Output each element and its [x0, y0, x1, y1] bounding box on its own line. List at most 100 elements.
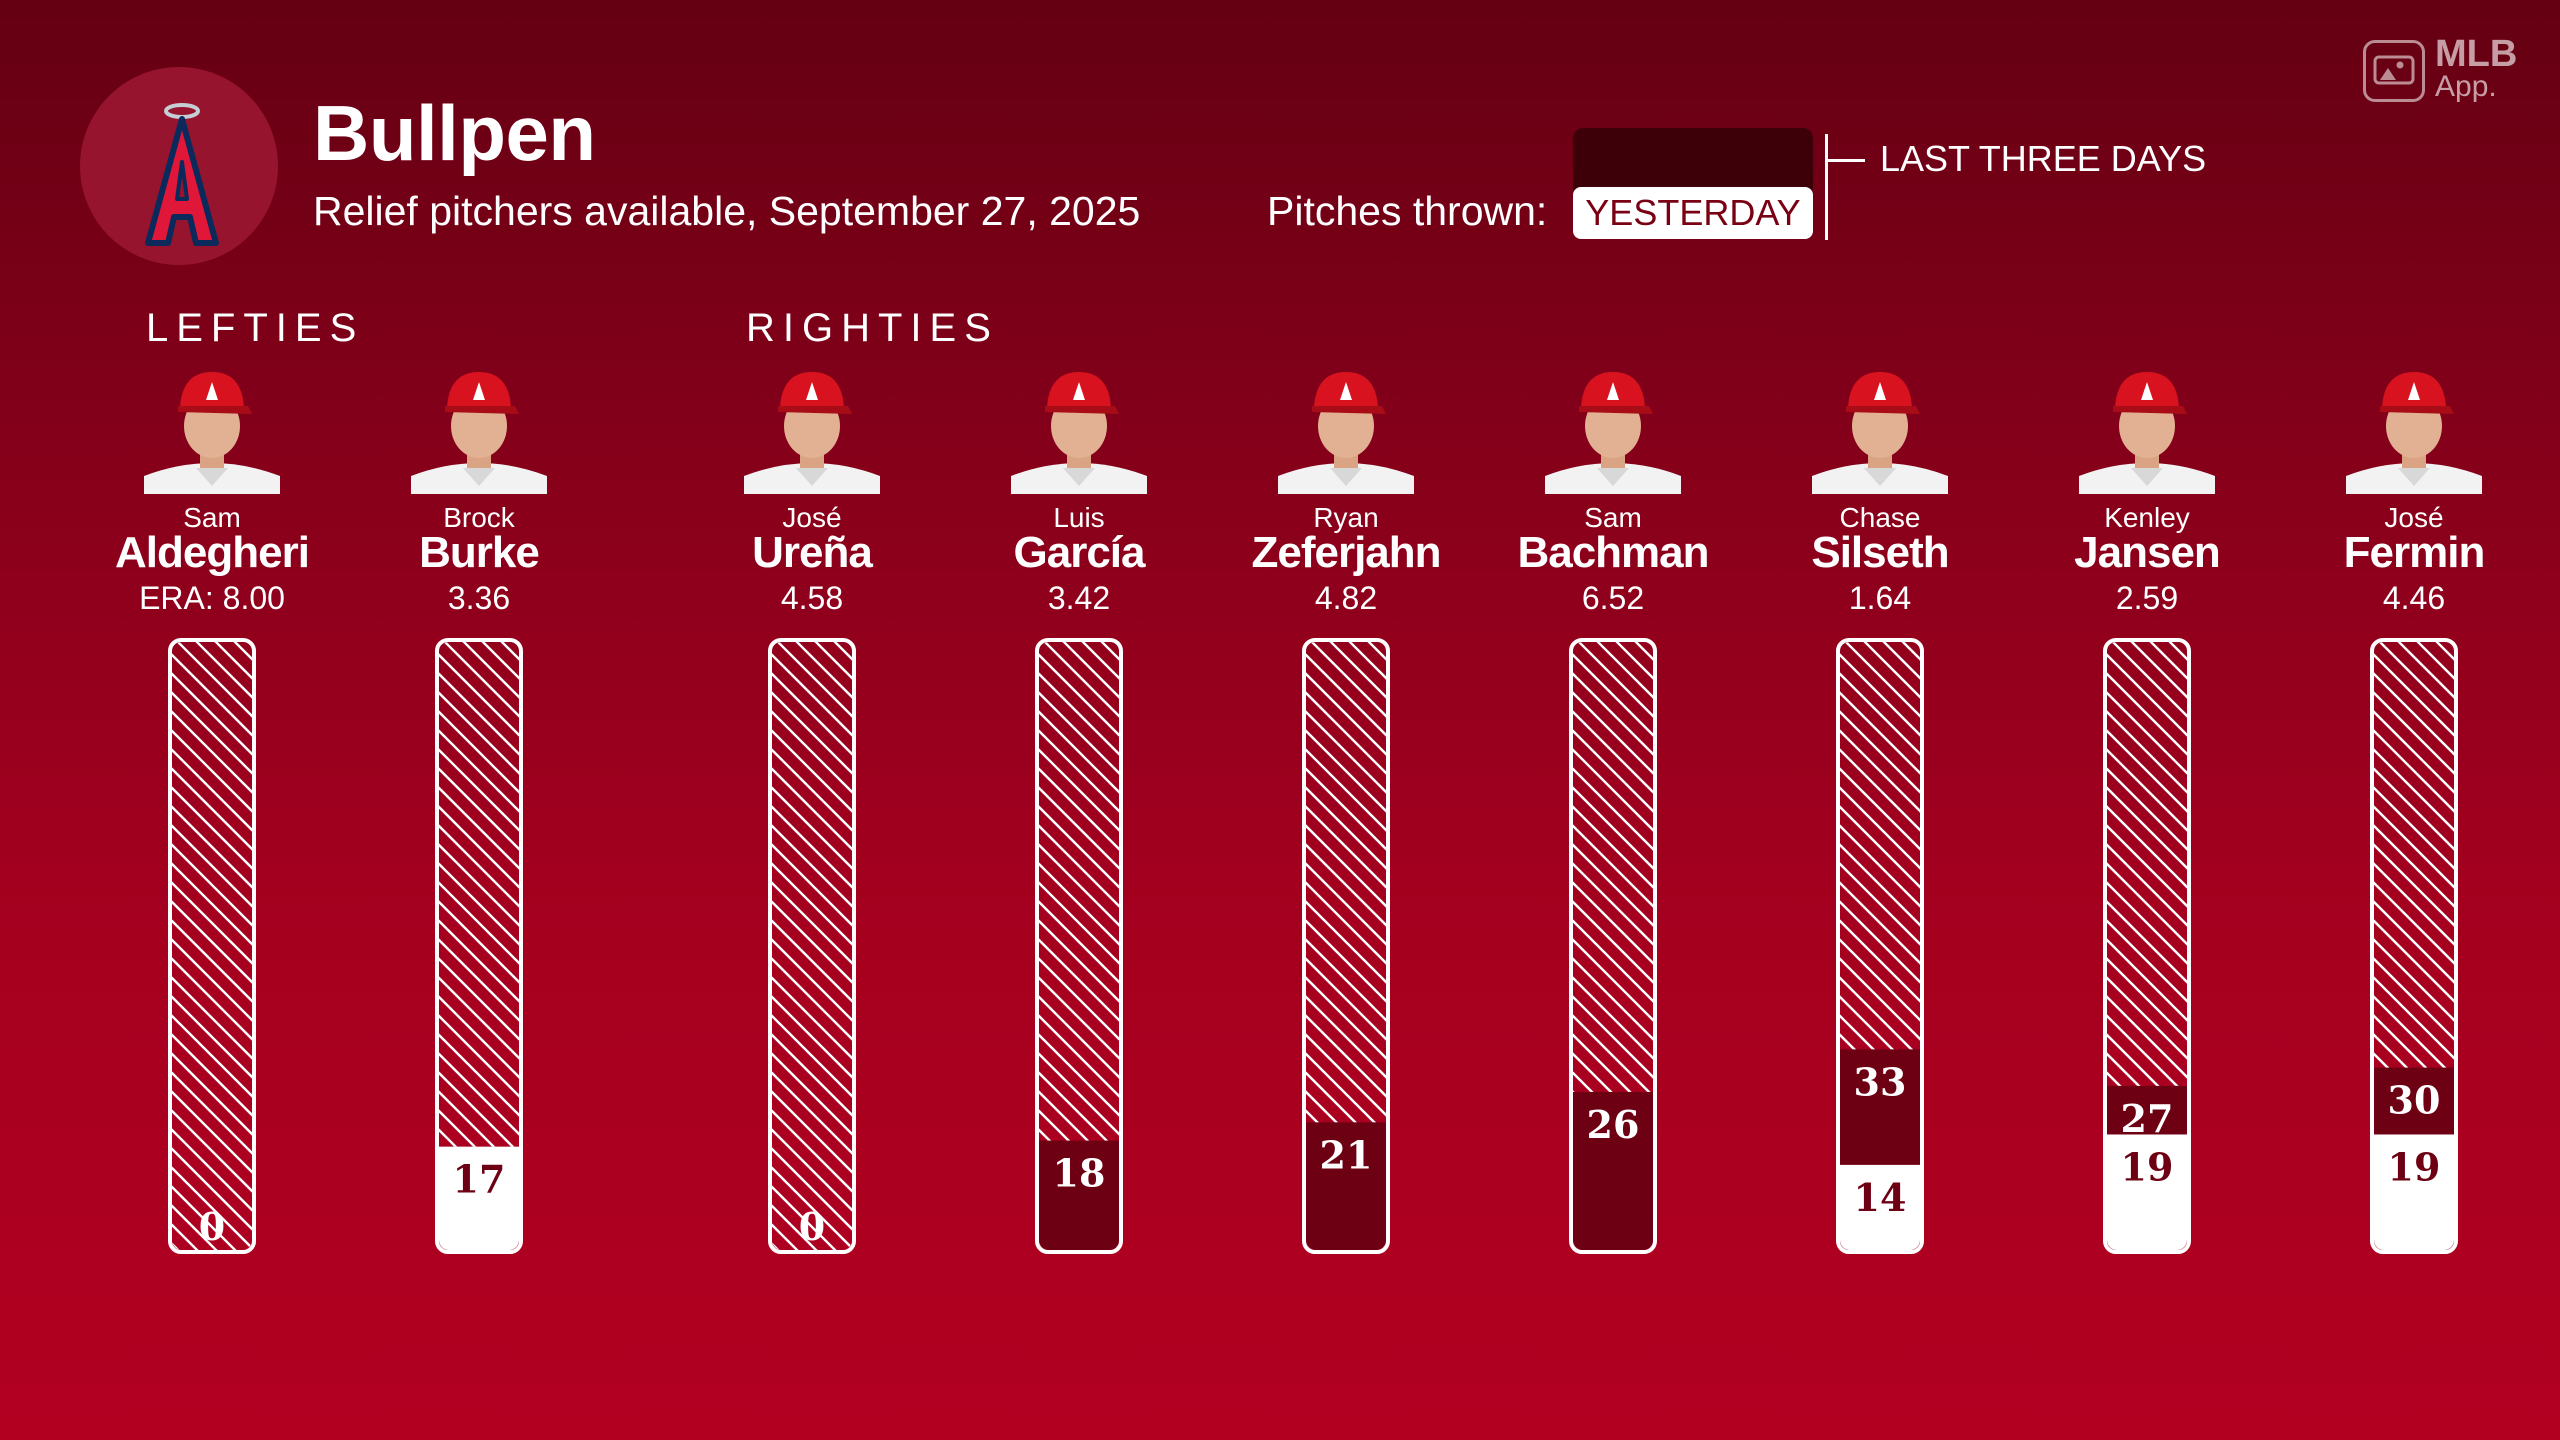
player-first-name: Sam — [183, 502, 241, 533]
player-last-name: Zeferjahn — [1251, 528, 1441, 577]
player-last-name: Burke — [419, 528, 540, 577]
mlb-brand: MLB — [2435, 33, 2518, 75]
mlb-logo-icon — [2363, 40, 2425, 102]
bar-hatch-pattern — [2107, 642, 2187, 1250]
player-first-name: Kenley — [2104, 502, 2190, 533]
player-era: 1.64 — [1848, 580, 1912, 616]
bar-label-yesterday: 14 — [1854, 1175, 1907, 1220]
legend-label-last-three-days: LAST THREE DAYS — [1880, 138, 2207, 179]
bar-label-yesterday: 17 — [453, 1157, 506, 1202]
player-first-name: José — [2384, 502, 2444, 533]
bar-label-last-three-days: 27 — [2121, 1096, 2174, 1141]
bar-label-yesterday: 19 — [2388, 1144, 2441, 1189]
bar-label-last-three-days: 26 — [1587, 1102, 1640, 1147]
bar-hatch-pattern — [772, 642, 852, 1250]
player-last-name: Ureña — [752, 528, 873, 577]
pitcher-column: Chase Silseth 1.64 33 14 — [1750, 360, 2010, 1260]
bar-outline — [1035, 638, 1123, 1254]
bar-label-last-three-days: 33 — [1854, 1059, 1907, 1104]
player-first-name: Chase — [1839, 502, 1921, 533]
bar-hatch-pattern — [1573, 642, 1653, 1250]
angels-logo-icon — [145, 103, 219, 246]
page-title: Bullpen — [313, 89, 596, 177]
player-era: 2.59 — [2115, 580, 2179, 616]
pitcher-column: Brock Burke 3.36 17 — [349, 360, 609, 1260]
player-first-name: Sam — [1584, 502, 1642, 533]
team-logo — [80, 67, 278, 265]
player-era: ERA: 8.00 — [139, 580, 285, 616]
player-headshot — [2346, 364, 2482, 494]
bar-hatch-pattern — [439, 642, 519, 1250]
bar-hatch-pattern — [1039, 642, 1119, 1250]
bar-outline — [768, 638, 856, 1254]
player-first-name: Luis — [1053, 502, 1105, 533]
bar-hatch-pattern — [1840, 642, 1920, 1250]
legend-swatch-last-three-days — [1573, 128, 1813, 190]
legend-bracket — [1825, 134, 1828, 240]
bar-outline — [2370, 638, 2458, 1254]
player-era: 6.52 — [1581, 580, 1645, 616]
bar-label-last-three-days: 18 — [1053, 1151, 1106, 1196]
pitch-bar: 0 — [768, 638, 856, 1254]
player-headshot — [144, 364, 280, 494]
bar-outline — [1836, 638, 1924, 1254]
player-first-name: José — [782, 502, 842, 533]
player-era: 3.42 — [1047, 580, 1111, 616]
bar-segment-yesterday — [1840, 1164, 1920, 1250]
player-era: 4.82 — [1314, 580, 1378, 616]
legend-swatch-yesterday: YESTERDAY — [1573, 187, 1813, 239]
player-last-name: García — [1013, 528, 1146, 577]
player-headshot — [1545, 364, 1681, 494]
bar-label-last-three-days: 30 — [2388, 1078, 2441, 1123]
pitcher-column: Ryan Zeferjahn 4.82 21 — [1216, 360, 1476, 1260]
bar-label-last-three-days: 0 — [799, 1204, 825, 1249]
mlb-app-brand: App. — [2435, 70, 2497, 103]
bar-hatch-pattern — [172, 642, 252, 1250]
player-headshot — [744, 364, 880, 494]
bar-segment-yesterday — [2374, 1134, 2454, 1250]
section-label-lefties: LEFTIES — [146, 306, 365, 350]
legend-pitches-label: Pitches thrown: — [1267, 188, 1548, 234]
pitch-bar: 18 — [1035, 638, 1123, 1254]
bar-label-yesterday: 19 — [2121, 1144, 2174, 1189]
bar-label-last-three-days: 0 — [199, 1204, 225, 1249]
player-last-name: Aldegheri — [115, 528, 310, 577]
player-last-name: Bachman — [1517, 528, 1709, 577]
bar-hatch-pattern — [2374, 642, 2454, 1250]
player-headshot — [2079, 364, 2215, 494]
pitcher-column: Sam Bachman 6.52 26 — [1483, 360, 1743, 1260]
bar-segment-last-three-days — [1573, 1091, 1653, 1250]
bar-segment-last-three-days — [1039, 1140, 1119, 1250]
bar-label-last-three-days: 21 — [1320, 1132, 1373, 1177]
bar-segment-yesterday — [439, 1146, 519, 1250]
player-headshot — [411, 364, 547, 494]
player-first-name: Ryan — [1313, 502, 1379, 533]
bar-hatch-pattern — [1306, 642, 1386, 1250]
player-headshot — [1011, 364, 1147, 494]
pitcher-column: José Fermin 4.46 30 19 — [2284, 360, 2544, 1260]
pitcher-column: José Ureña 4.58 0 — [682, 360, 942, 1260]
page-subtitle: Relief pitchers available, September 27,… — [313, 188, 1141, 234]
pitch-bar: 17 — [435, 638, 523, 1254]
pitcher-column: Kenley Jansen 2.59 27 19 — [2017, 360, 2277, 1260]
bar-segment-last-three-days — [1306, 1122, 1386, 1250]
player-headshot — [1278, 364, 1414, 494]
player-last-name: Silseth — [1811, 528, 1949, 577]
player-first-name: Brock — [443, 502, 515, 533]
pitcher-column: Sam Aldegheri ERA: 8.00 0 — [82, 360, 342, 1260]
bar-outline — [1569, 638, 1657, 1254]
player-last-name: Jansen — [2074, 528, 2221, 577]
bar-outline — [435, 638, 523, 1254]
legend-bracket-tick — [1825, 159, 1865, 162]
player-era: 4.58 — [780, 580, 844, 616]
player-era: 3.36 — [447, 580, 511, 616]
bar-outline — [2103, 638, 2191, 1254]
player-headshot — [1812, 364, 1948, 494]
bar-outline — [168, 638, 256, 1254]
pitch-bar: 0 — [168, 638, 256, 1254]
player-last-name: Fermin — [2343, 528, 2486, 577]
pitch-bar: 21 — [1302, 638, 1390, 1254]
section-label-righties: RIGHTIES — [746, 306, 999, 350]
